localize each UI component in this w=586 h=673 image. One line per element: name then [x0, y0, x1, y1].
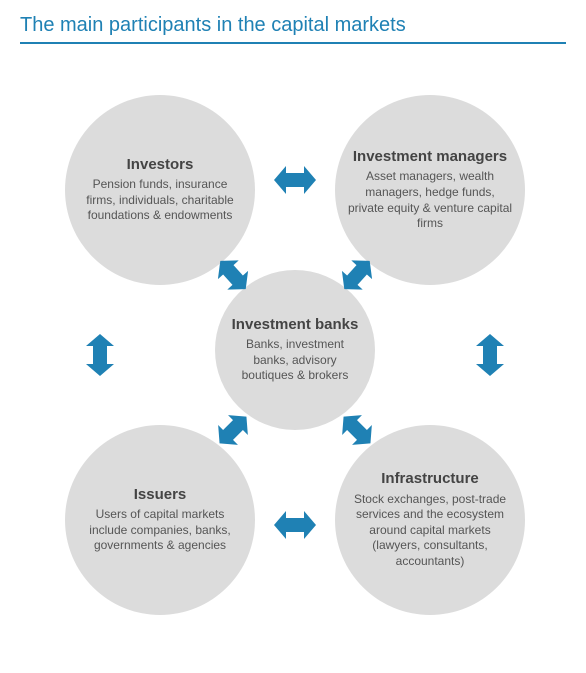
node-center-desc: Banks, investment banks, advisory boutiq…: [227, 337, 363, 384]
node-infrastructure-desc: Stock exchanges, post-trade services and…: [347, 492, 513, 570]
node-infrastructure: Infrastructure Stock exchanges, post-trad…: [335, 425, 525, 615]
arrow-investors-issuers: [86, 334, 114, 376]
title-rule: [20, 42, 566, 44]
arrow-investors-managers: [274, 166, 316, 194]
node-issuers: Issuers Users of capital markets include …: [65, 425, 255, 615]
page-title: The main participants in the capital mar…: [20, 14, 406, 37]
capital-markets-diagram: Investors Pension funds, insurance firms,…: [0, 60, 586, 660]
arrow-managers-infra: [476, 334, 504, 376]
node-managers-title: Investment managers: [353, 148, 507, 165]
node-center-title: Investment banks: [232, 316, 359, 333]
page: The main participants in the capital mar…: [0, 0, 586, 673]
arrow-issuers-infra: [274, 511, 316, 539]
node-managers-desc: Asset managers, wealth managers, hedge f…: [347, 169, 513, 231]
node-investors-desc: Pension funds, insurance firms, individu…: [77, 177, 243, 224]
node-issuers-title: Issuers: [134, 486, 187, 503]
node-investors-title: Investors: [127, 156, 194, 173]
node-issuers-desc: Users of capital markets include compani…: [77, 507, 243, 554]
node-infrastructure-title: Infrastructure: [381, 470, 479, 487]
